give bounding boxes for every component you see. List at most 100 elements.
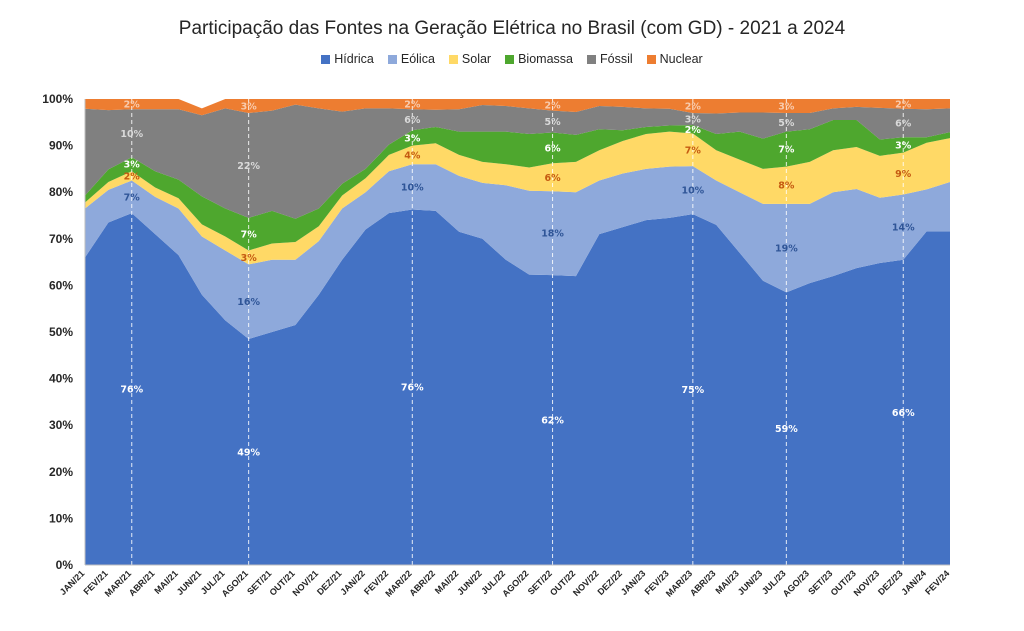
x-tick-label: AGO/21 [220,568,250,598]
x-tick-label: JUN/21 [175,568,204,597]
x-tick-label: JUN/23 [736,568,765,597]
x-tick-label: FEV/24 [923,568,951,596]
data-label-solar: 7% [685,145,702,156]
legend: Hídrica Eólica Solar Biomassa Fóssil Nuclear [0,52,1024,66]
data-label-solar: 9% [895,169,912,180]
data-label-fossil: 5% [544,117,561,128]
x-tick-label: MAR/22 [383,568,413,598]
data-label-solar: 8% [778,181,795,192]
data-label-hidrica: 59% [775,424,798,435]
chart-title: Participação das Fontes na Geração Elétr… [178,18,846,39]
data-label-biomassa: 2% [685,125,702,136]
area-solar [85,131,950,265]
legend-swatch [586,54,596,64]
legend-label: Hídrica [334,52,374,66]
legend-label: Fóssil [599,52,633,66]
data-label-biomassa: 3% [895,140,912,151]
data-label-nuclear: 2% [544,100,561,111]
y-tick-label: 0% [56,558,74,572]
area-nuclear [85,99,950,116]
y-tick-label: 70% [49,232,73,246]
x-tick-label: JAN/21 [58,568,87,597]
data-label-eolica: 16% [237,297,260,308]
data-label-nuclear: 3% [241,101,258,112]
legend-item-eolica: Eólica [387,52,435,66]
legend-swatch [321,54,331,64]
y-tick-label: 90% [49,139,73,153]
x-tick-label: JAN/23 [619,568,648,597]
legend-item-fossil: Fóssil [586,52,633,66]
data-label-hidrica: 62% [541,416,564,427]
x-tick-label: DEZ/22 [595,568,624,597]
data-label-hidrica: 66% [892,408,915,419]
x-tick-label: ABR/22 [407,568,437,598]
data-label-hidrica: 76% [120,385,143,396]
data-label-hidrica: 49% [237,447,260,458]
legend-item-biomassa: Biomassa [505,52,573,66]
x-tick-label: NOV/23 [852,568,882,598]
legend-swatch [646,54,656,64]
x-tick-label: ABR/23 [688,568,718,598]
x-tick-label: AGO/22 [500,568,530,598]
y-tick-label: 100% [42,92,73,106]
data-label-fossil: 6% [404,115,421,126]
data-label-biomassa: 3% [404,133,421,144]
data-label-fossil: 5% [778,118,795,129]
x-tick-label: ABR/21 [127,568,157,598]
y-tick-label: 10% [49,511,73,525]
legend-item-solar: Solar [448,52,492,66]
data-label-solar: 2% [124,171,141,182]
area-layer [85,99,950,565]
data-label-eolica: 10% [401,182,424,193]
data-label-fossil: 6% [895,118,912,129]
data-label-hidrica: 76% [401,383,424,394]
area-hidrica [85,209,950,565]
data-label-nuclear: 2% [895,99,912,110]
data-label-fossil: 22% [237,161,260,172]
x-tick-label: DEZ/23 [876,568,905,597]
data-label-fossil: 3% [685,115,702,126]
legend-swatch [387,54,397,64]
x-tick-label: MAR/23 [664,568,694,598]
legend-swatch [448,54,458,64]
y-tick-label: 40% [49,372,73,386]
data-label-biomassa: 7% [241,230,258,241]
data-label-solar: 3% [241,253,258,264]
area-eolica [85,164,950,339]
legend-label: Eólica [400,52,435,66]
data-label-fossil: 10% [120,129,143,140]
data-label-nuclear: 2% [124,100,141,111]
data-label-hidrica: 75% [681,385,704,396]
x-tick-label: NOV/21 [290,568,320,598]
x-tick-label: MAR/21 [103,568,133,598]
data-label-nuclear: 3% [778,101,795,112]
x-tick-label: JUN/22 [455,568,484,597]
area-fossil [85,104,950,219]
legend-label: Biomassa [518,52,573,66]
y-tick-label: 30% [49,418,73,432]
x-tick-label: NOV/22 [571,568,601,598]
legend-label: Solar [461,52,492,66]
data-label-eolica: 10% [681,186,704,197]
x-tick-label: JAN/24 [899,568,928,597]
legend-item-nuclear: Nuclear [646,52,703,66]
area-biomassa [85,119,950,251]
legend-label: Nuclear [659,52,703,66]
y-tick-label: 80% [49,185,73,199]
x-tick-label: DEZ/21 [315,568,344,597]
x-tick-label: AGO/23 [781,568,811,598]
data-label-eolica: 14% [892,223,915,234]
data-label-eolica: 18% [541,229,564,240]
data-label-nuclear: 2% [404,100,421,111]
y-tick-label: 60% [49,278,73,292]
data-label-nuclear: 2% [685,101,702,112]
data-label-solar: 4% [404,150,421,161]
legend-swatch [505,54,515,64]
data-label-eolica: 19% [775,244,798,255]
data-label-biomassa: 6% [544,143,561,154]
data-label-solar: 6% [544,173,561,184]
data-label-biomassa: 3% [124,160,141,171]
legend-item-hidrica: Hídrica [321,52,374,66]
